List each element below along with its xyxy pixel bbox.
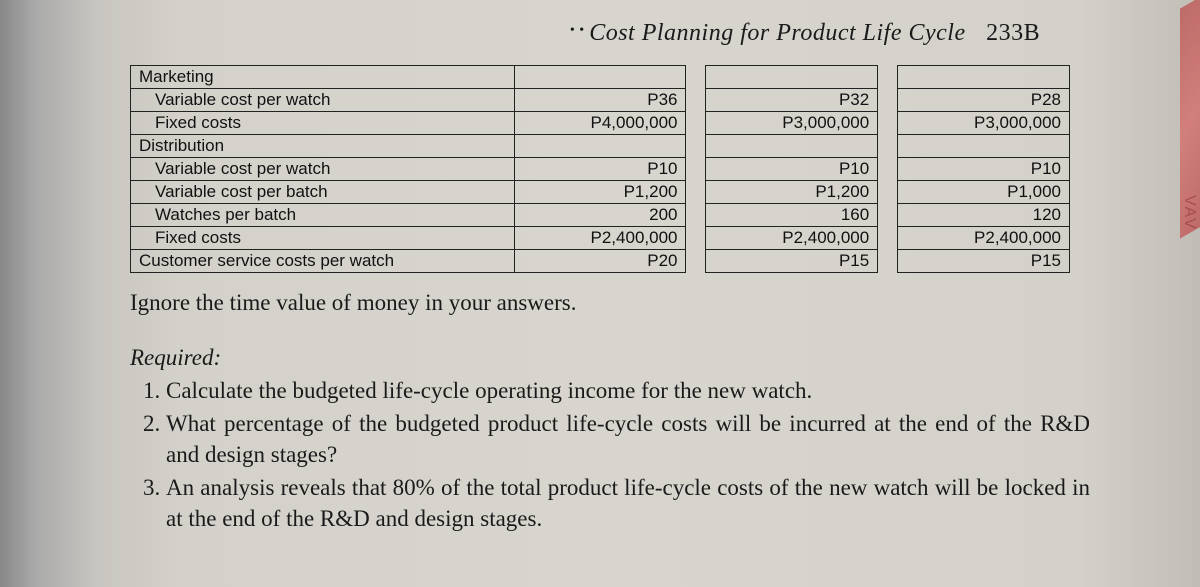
required-item: An analysis reveals that 80% of the tota… [166,472,1090,534]
row-value: P3,000,000 [706,112,878,135]
row-value: P28 [897,89,1069,112]
row-value: P2,400,000 [706,227,878,250]
col-spacer [686,66,706,89]
col-spacer [686,227,706,250]
row-label: Variable cost per watch [131,158,515,181]
row-value [514,135,686,158]
row-label: Customer service costs per watch [131,250,515,273]
row-value: P1,200 [514,181,686,204]
required-heading: Required: [130,342,1090,373]
row-value: 200 [514,204,686,227]
table-row: Watches per batch200 160 120 [131,204,1070,227]
row-value: P20 [514,250,686,273]
row-value: P15 [897,250,1069,273]
table-row: Variable cost per watchP10P10P10 [131,158,1070,181]
chapter-header: • • Cost Planning for Product Life Cycle… [480,20,1130,47]
row-label: Marketing [131,66,515,89]
col-spacer [878,158,898,181]
row-value: 120 [897,204,1069,227]
row-value [706,135,878,158]
row-value: P32 [706,89,878,112]
col-spacer [878,89,898,112]
row-value [514,66,686,89]
row-label: Fixed costs [131,112,515,135]
table-row: Customer service costs per watchP20 P15 P1… [131,250,1070,273]
col-spacer [878,204,898,227]
col-spacer [878,66,898,89]
row-value: P3,000,000 [897,112,1069,135]
row-label: Variable cost per watch [131,89,515,112]
required-item: Calculate the budgeted life-cycle operat… [166,375,1090,406]
row-value: P36 [514,89,686,112]
row-value: P2,400,000 [514,227,686,250]
col-spacer [686,112,706,135]
col-spacer [686,158,706,181]
row-value [706,66,878,89]
table-row: Marketing [131,66,1070,89]
row-value: P10 [514,158,686,181]
col-spacer [878,135,898,158]
col-spacer [878,227,898,250]
row-value: P10 [897,158,1069,181]
col-spacer [878,181,898,204]
row-value: P4,000,000 [514,112,686,135]
row-label: Distribution [131,135,515,158]
table-row: Fixed costsP2,400,000P2,400,000P2,400,00… [131,227,1070,250]
col-spacer [686,250,706,273]
required-list: Calculate the budgeted life-cycle operat… [130,375,1090,534]
row-label: Fixed costs [131,227,515,250]
table-row: Variable cost per watchP36 P32 P28 [131,89,1070,112]
page-edge-text: VAV [1180,195,1198,231]
required-item: What percentage of the budgeted product … [166,408,1090,470]
page-content: • • Cost Planning for Product Life Cycle… [60,0,1170,587]
instruction-line: Ignore the time value of money in your a… [130,287,1090,318]
col-spacer [878,112,898,135]
row-value: P1,000 [897,181,1069,204]
row-value: P10 [706,158,878,181]
row-value: P1,200 [706,181,878,204]
row-label: Watches per batch [131,204,515,227]
table-row: Variable cost per batchP1,200P1,200P1,00… [131,181,1070,204]
chapter-title: Cost Planning for Product Life Cycle [589,20,965,46]
header-ornament: • • [570,23,585,39]
cost-table: MarketingVariable cost per watchP36P32P2… [130,65,1070,273]
col-spacer [686,135,706,158]
row-value [897,66,1069,89]
table-row: Distribution [131,135,1070,158]
col-spacer [686,89,706,112]
row-value: P2,400,000 [897,227,1069,250]
col-spacer [686,181,706,204]
col-spacer [878,250,898,273]
row-value: P15 [706,250,878,273]
chapter-code: 233B [986,20,1040,46]
col-spacer [686,204,706,227]
row-label: Variable cost per batch [131,181,515,204]
table-row: Fixed costsP4,000,000 P3,000,000 P3,000,00… [131,112,1070,135]
row-value: 160 [706,204,878,227]
row-value [897,135,1069,158]
